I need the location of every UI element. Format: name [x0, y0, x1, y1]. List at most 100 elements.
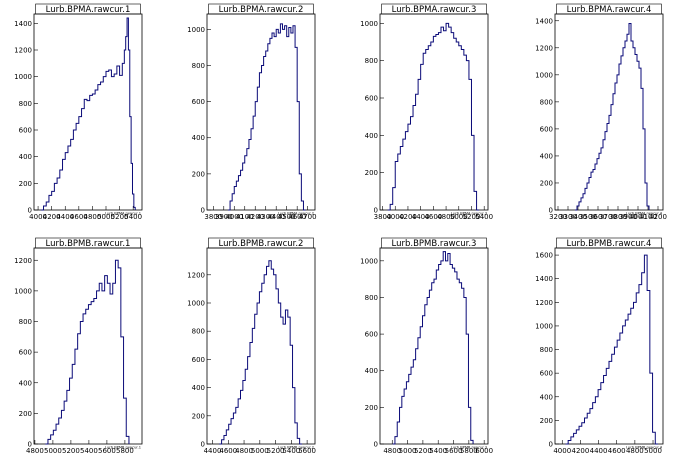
x-tick-label: 4200	[571, 447, 589, 455]
x-axis-label: Lurb.BPMA.rawcur.1	[105, 212, 141, 216]
y-tick-label: 600	[365, 95, 378, 103]
x-axis-label: Lurb.BPMB.rawcur.1	[105, 446, 141, 450]
x-tick-label: 4800	[626, 447, 644, 455]
y-tick-label: 1200	[535, 299, 553, 307]
histogram-panel-7: Lurb.BPMB.rawcur.30200400600800100048005…	[360, 237, 493, 455]
histogram-series	[392, 251, 474, 445]
x-tick-label: 5600	[298, 447, 316, 455]
y-tick-label: 1200	[187, 271, 205, 279]
x-tick-label: 4400	[590, 447, 608, 455]
x-tick-label: 5000	[251, 447, 269, 455]
plot-frame	[379, 247, 489, 445]
y-tick-label: 0	[201, 207, 205, 215]
x-tick-label: 4300	[257, 213, 275, 221]
x-tick-label: 4400	[267, 213, 285, 221]
x-tick-label: 5400	[124, 213, 142, 221]
y-tick-label: 200	[192, 170, 205, 178]
x-axis-label: Lurb.BPMA.rawcur.3	[451, 212, 487, 216]
x-tick-label: 5200	[414, 447, 432, 455]
x-tick-label: 4700	[299, 213, 317, 221]
y-tick-label: 1000	[14, 73, 32, 81]
y-tick-label: 400	[19, 379, 32, 387]
panel-title: Lurb.BPMA.rawcur.1	[46, 5, 131, 15]
y-tick-label: 1400	[535, 17, 553, 25]
y-tick-label: 1200	[14, 47, 32, 55]
y-tick-label: 0	[201, 441, 205, 449]
x-tick-label: 4800	[437, 213, 455, 221]
x-tick-label: 5000	[399, 447, 417, 455]
histogram-panel-1: Lurb.BPMA.rawcur.1 0 200 400 600 800 1000 1200 1…	[14, 3, 143, 221]
x-tick-label: 4100	[236, 213, 254, 221]
x-tick-label: 4500	[278, 213, 296, 221]
x-tick-label: 5000	[44, 447, 62, 455]
y-tick-label: 1000	[535, 322, 553, 330]
y-tick-label: 1400	[535, 275, 553, 283]
x-tick-label: 3200	[549, 213, 567, 221]
y-tick-label: 600	[19, 349, 32, 357]
y-tick-label: 600	[192, 98, 205, 106]
x-tick-label: 4600	[424, 213, 442, 221]
x-tick-label: 4800	[26, 447, 44, 455]
y-tick-label: 600	[540, 125, 553, 133]
x-tick-label: 4800	[84, 213, 102, 221]
x-tick-label: 4000	[386, 213, 404, 221]
y-tick-label: 400	[365, 367, 378, 375]
y-tick-label: 200	[19, 410, 32, 418]
y-tick-label: 0	[549, 207, 553, 215]
y-tick-label: 200	[365, 404, 378, 412]
histogram-panel-6: Lurb.BPMB.rawcur.2 0 200 400 600 800 1000 1200 4…	[187, 237, 316, 455]
y-tick-label: 1000	[14, 287, 32, 295]
y-tick-label: 800	[192, 328, 205, 336]
plot-frame	[33, 247, 143, 445]
x-tick-label: 4400	[204, 447, 222, 455]
x-tick-label: 5600	[445, 447, 463, 455]
y-tick-label: 600	[192, 356, 205, 364]
y-tick-label: 1200	[535, 44, 553, 52]
y-tick-label: 800	[192, 62, 205, 70]
plot-frame	[379, 13, 489, 211]
y-tick-label: 1000	[187, 299, 205, 307]
x-tick-label: 4200	[246, 213, 264, 221]
plot-frame	[33, 13, 143, 211]
y-tick-label: 1000	[187, 26, 205, 34]
x-axis-label: Lurb.BPMB.rawcur.4	[626, 446, 663, 450]
y-tick-label: 600	[19, 127, 32, 135]
x-tick-label: 4000	[225, 213, 243, 221]
x-tick-label: 5200	[62, 447, 80, 455]
x-tick-label: 3700	[599, 213, 617, 221]
x-axis-label: Lurb.BPMA.rawcur.2	[278, 212, 314, 216]
x-tick-label: 5400	[80, 447, 98, 455]
y-tick-label: 800	[19, 318, 32, 326]
y-tick-label: 400	[192, 134, 205, 142]
y-tick-label: 1000	[360, 257, 378, 265]
histogram-panel-3: Lurb.BPMA.rawcur.30200400600800100038004…	[360, 3, 493, 221]
histogram-series	[575, 22, 650, 211]
x-axis-label: Lurb.BPMB.rawcur.2	[278, 446, 314, 450]
y-tick-label: 200	[540, 417, 553, 425]
x-tick-label: 3800	[204, 213, 222, 221]
x-tick-label: 5800	[460, 447, 478, 455]
x-tick-label: 4600	[288, 213, 306, 221]
plot-frame	[206, 13, 316, 211]
panel-title: Lurb.BPMB.rawcur.1	[46, 239, 131, 249]
x-tick-label: 4000	[629, 213, 647, 221]
y-tick-label: 800	[540, 98, 553, 106]
y-tick-label: 0	[374, 207, 378, 215]
x-tick-label: 3800	[609, 213, 627, 221]
histogram-series	[45, 259, 130, 445]
y-tick-label: 200	[540, 179, 553, 187]
y-tick-label: 400	[540, 152, 553, 160]
x-tick-label: 5200	[463, 213, 481, 221]
x-tick-label: 5600	[98, 447, 116, 455]
x-tick-label: 3400	[569, 213, 587, 221]
histogram-series	[219, 260, 302, 445]
x-tick-label: 3800	[374, 213, 392, 221]
panel-title: Lurb.BPMB.rawcur.4	[567, 239, 652, 249]
y-tick-label: 1200	[14, 257, 32, 265]
y-tick-label: 1600	[535, 252, 553, 260]
panel-title: Lurb.BPMA.rawcur.4	[567, 5, 652, 15]
y-tick-label: 0	[28, 441, 32, 449]
panel-title: Lurb.BPMB.rawcur.3	[392, 239, 477, 249]
histogram-series	[227, 23, 306, 211]
